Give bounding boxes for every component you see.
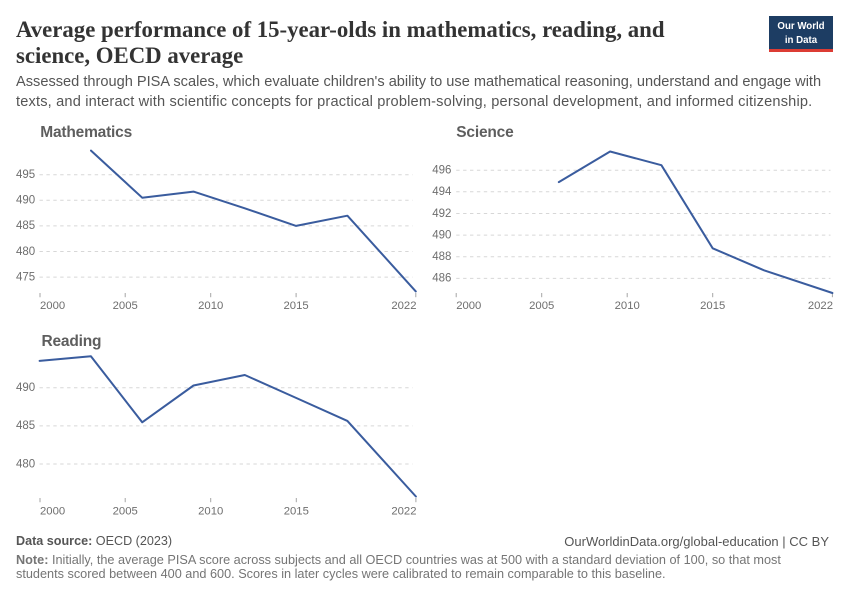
svg-text:2000: 2000 (40, 300, 65, 312)
svg-text:2010: 2010 (615, 300, 640, 312)
svg-text:2022: 2022 (808, 300, 833, 312)
svg-text:2015: 2015 (284, 300, 309, 312)
svg-text:494: 494 (432, 186, 452, 198)
svg-text:Reading: Reading (42, 333, 102, 350)
svg-text:2005: 2005 (529, 300, 554, 312)
svg-text:2010: 2010 (198, 505, 223, 517)
svg-text:480: 480 (16, 458, 35, 470)
svg-text:485: 485 (16, 220, 35, 232)
svg-text:495: 495 (16, 169, 35, 181)
svg-text:490: 490 (16, 195, 35, 207)
svg-text:2000: 2000 (40, 505, 65, 517)
svg-text:2005: 2005 (113, 505, 138, 517)
svg-text:492: 492 (432, 208, 451, 220)
svg-text:2022: 2022 (391, 505, 416, 517)
svg-text:475: 475 (16, 271, 35, 283)
svg-text:490: 490 (432, 229, 451, 241)
svg-text:Science: Science (456, 124, 514, 141)
svg-text:485: 485 (16, 420, 35, 432)
svg-text:490: 490 (16, 382, 35, 394)
svg-text:2005: 2005 (113, 300, 138, 312)
svg-text:2015: 2015 (700, 300, 725, 312)
svg-text:Mathematics: Mathematics (40, 124, 132, 141)
svg-text:496: 496 (432, 165, 451, 177)
svg-text:488: 488 (432, 251, 451, 263)
svg-text:480: 480 (16, 246, 35, 258)
svg-text:2015: 2015 (284, 505, 309, 517)
svg-text:2010: 2010 (198, 300, 223, 312)
svg-text:2022: 2022 (391, 300, 416, 312)
svg-text:2000: 2000 (456, 300, 481, 312)
svg-text:486: 486 (432, 273, 451, 285)
